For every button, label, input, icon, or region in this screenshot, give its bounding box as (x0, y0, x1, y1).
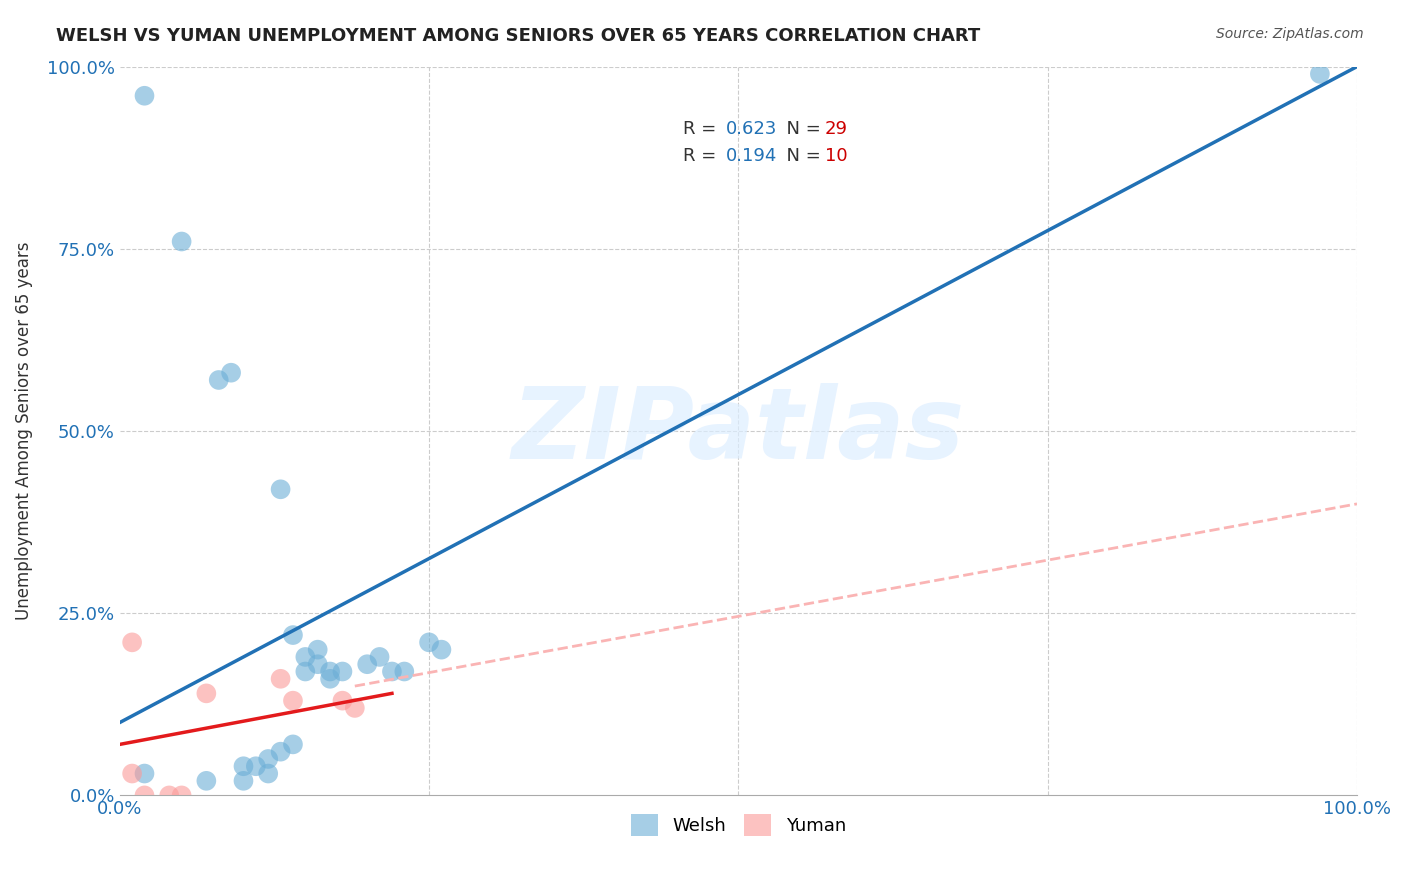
Text: R =: R = (683, 120, 721, 137)
Point (270, 672, 292, 686)
Point (307, 642, 329, 657)
Point (319, 672, 342, 686)
Text: Source: ZipAtlas.com: Source: ZipAtlas.com (1216, 27, 1364, 41)
Point (281, 693, 304, 707)
Point (294, 649, 316, 664)
Text: R =: R = (683, 146, 721, 164)
Point (121, 635, 143, 649)
Point (356, 657, 378, 672)
Point (332, 665, 354, 679)
Text: WELSH VS YUMAN UNEMPLOYMENT AMONG SENIORS OVER 65 YEARS CORRELATION CHART: WELSH VS YUMAN UNEMPLOYMENT AMONG SENIOR… (56, 27, 980, 45)
Text: N =: N = (776, 120, 827, 137)
Text: 29: 29 (825, 120, 848, 137)
Point (257, 766, 280, 780)
Text: 10: 10 (825, 146, 848, 164)
Legend: Welsh, Yuman: Welsh, Yuman (621, 805, 855, 845)
Point (195, 686, 218, 700)
Point (170, 235, 193, 249)
Point (208, 373, 231, 387)
Point (195, 773, 218, 788)
Point (381, 665, 404, 679)
Point (319, 665, 342, 679)
Point (219, 366, 242, 380)
Point (134, 88, 156, 103)
Point (394, 665, 416, 679)
Point (232, 773, 254, 788)
Point (1309, 67, 1331, 81)
Y-axis label: Unemployment Among Seniors over 65 years: Unemployment Among Seniors over 65 years (15, 242, 32, 620)
Point (170, 789, 193, 803)
Point (307, 657, 329, 672)
Point (418, 635, 440, 649)
Point (134, 789, 156, 803)
Point (281, 738, 304, 752)
Point (257, 752, 280, 766)
Point (121, 766, 143, 780)
Point (157, 789, 180, 803)
Point (332, 693, 354, 707)
Point (245, 759, 267, 773)
Text: 0.194: 0.194 (725, 146, 778, 164)
Point (343, 701, 366, 715)
Point (270, 483, 292, 497)
Text: 0.623: 0.623 (725, 120, 778, 137)
Point (232, 759, 254, 773)
Point (270, 745, 292, 759)
Point (281, 628, 304, 642)
Point (294, 665, 316, 679)
Point (430, 642, 453, 657)
Text: ZIPatlas: ZIPatlas (512, 383, 965, 480)
Text: N =: N = (776, 146, 827, 164)
Point (134, 766, 156, 780)
Point (368, 649, 391, 664)
